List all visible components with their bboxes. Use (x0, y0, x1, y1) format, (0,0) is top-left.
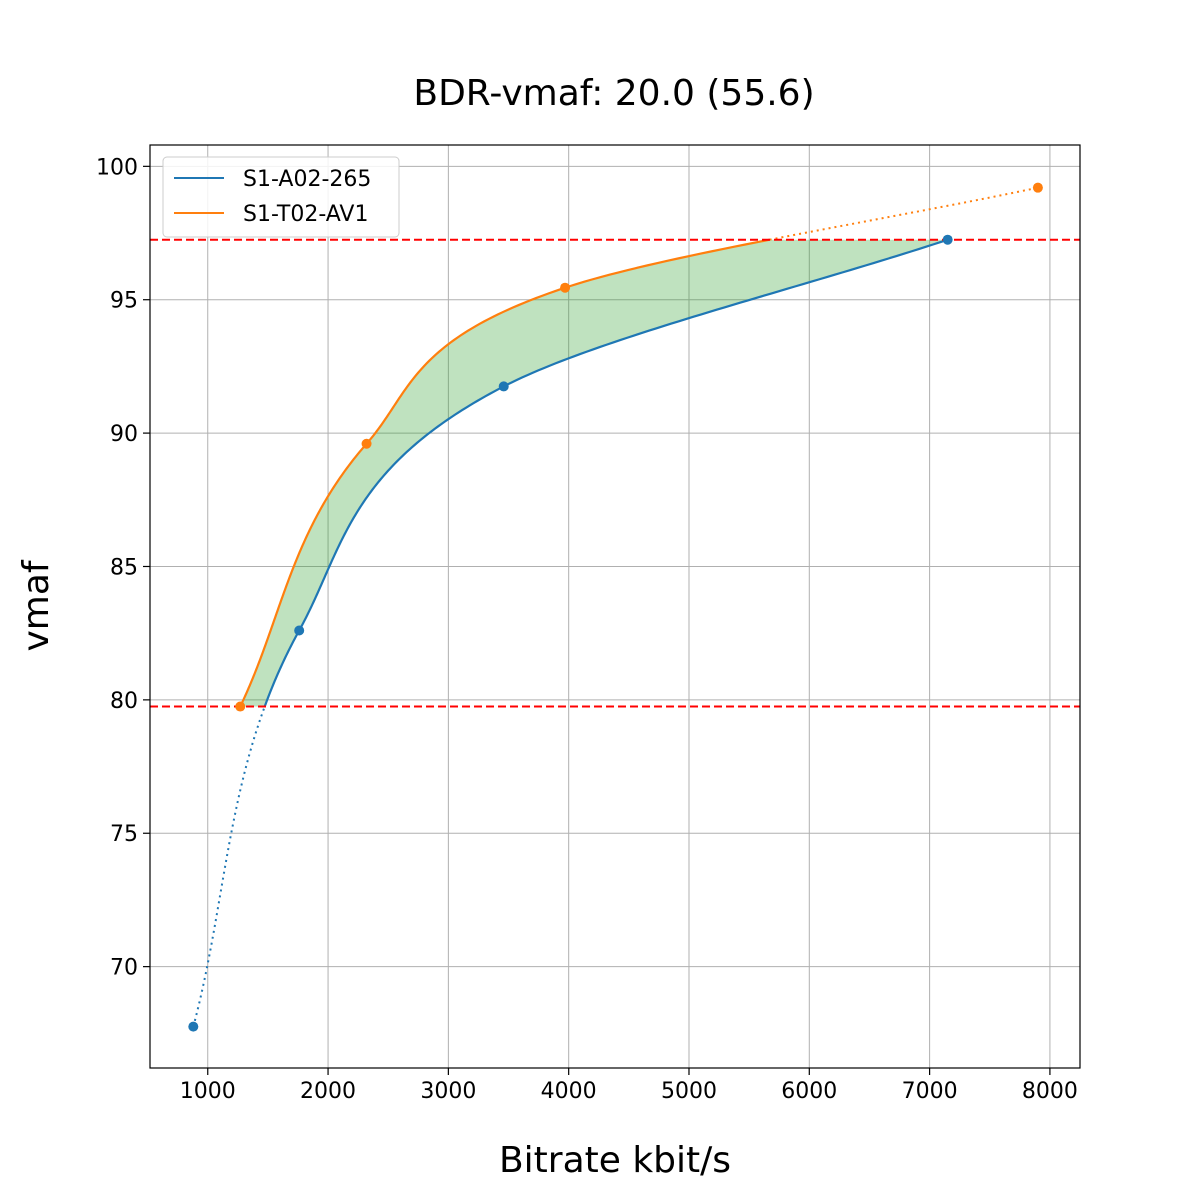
series-line-dotted (192, 706, 266, 1027)
shaded-area (240, 239, 948, 707)
x-tick-label: 7000 (902, 1079, 958, 1104)
shaded-region (240, 239, 948, 707)
data-point (560, 282, 571, 293)
x-tick-label: 1000 (180, 1079, 236, 1104)
y-tick-label: 70 (110, 956, 138, 981)
y-tick-label: 100 (96, 155, 138, 180)
y-axis-label: vmaf (16, 559, 57, 651)
x-axis-ticks: 1000 2000 3000 4000 5000 6000 7000 8000 (180, 1068, 1078, 1104)
x-axis-label: Bitrate kbit/s (499, 1140, 731, 1181)
chart-title: BDR-vmaf: 20.0 (55.6) (413, 73, 814, 114)
data-point (294, 625, 305, 636)
data-point (498, 381, 509, 392)
data-markers (188, 182, 1043, 1032)
y-axis-ticks: 70 75 80 85 90 95 100 (96, 155, 150, 981)
legend-label-series-2: S1-T02-AV1 (243, 202, 368, 227)
data-point (235, 701, 246, 712)
series-line (239, 238, 770, 708)
x-tick-label: 6000 (781, 1079, 837, 1104)
plot-frame (149, 144, 1081, 1069)
data-point (361, 438, 372, 449)
series-line-dotted (769, 186, 1039, 241)
reference-lines (150, 238, 1080, 708)
y-tick-label: 95 (110, 289, 138, 314)
grid-lines (150, 145, 1080, 1068)
y-tick-label: 75 (110, 822, 138, 847)
data-point (188, 1021, 199, 1032)
legend: S1-A02-265 S1-T02-AV1 (162, 156, 400, 238)
data-point (942, 234, 953, 245)
x-tick-label: 2000 (300, 1079, 356, 1104)
x-tick-label: 5000 (661, 1079, 717, 1104)
x-tick-label: 4000 (541, 1079, 597, 1104)
y-tick-label: 85 (110, 555, 138, 580)
legend-label-series-1: S1-A02-265 (243, 167, 371, 192)
x-tick-label: 3000 (420, 1079, 476, 1104)
data-point (1032, 182, 1043, 193)
x-tick-label: 8000 (1022, 1079, 1078, 1104)
y-tick-label: 90 (110, 422, 138, 447)
y-tick-label: 80 (110, 689, 138, 714)
